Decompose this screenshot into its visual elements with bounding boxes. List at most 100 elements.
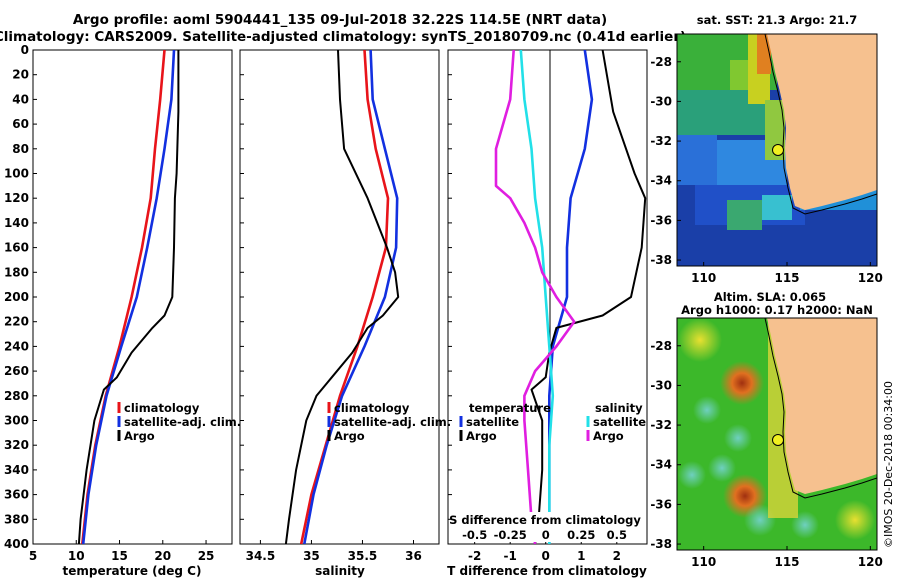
map2-frame [676, 317, 878, 551]
legend-temperature-title: temperature [469, 401, 551, 415]
depth-tick-label: 100 [4, 167, 29, 181]
s-tick-label: -0.25 [494, 528, 527, 542]
argo-location-marker [772, 144, 784, 156]
map1-axes: 110 115 120 -28 -30 -32 -34 -36 -38 [650, 55, 883, 285]
x-tick-label: 36 [405, 549, 422, 563]
difference-legend: temperature satellite Argo salinity sate… [459, 401, 646, 443]
x-tick-label: 5 [29, 549, 37, 563]
x-tick-label: 20 [154, 549, 171, 563]
tdiff-xlabel: T difference from climatology [447, 564, 647, 578]
depth-tick-label: 360 [4, 488, 29, 502]
series-satellite-adj-clim- [81, 50, 176, 544]
map-x-tick-label: 115 [774, 555, 799, 569]
map-y-tick-label: -38 [650, 537, 672, 551]
sst-map [677, 34, 877, 266]
map-y-tick-label: -34 [650, 458, 672, 472]
map-y-tick-label: -36 [650, 497, 672, 511]
s-tick-label: -0.5 [462, 528, 487, 542]
title-line2: Climatology: CARS2009. Satellite-adjuste… [0, 29, 686, 45]
sst-cool-west [677, 135, 717, 185]
x-tick-label: -1 [504, 549, 517, 563]
map-x-tick-label: 120 [858, 555, 883, 569]
legend-argo: Argo [334, 429, 365, 443]
depth-tick-label: 220 [4, 315, 29, 329]
depth-tick-label: 380 [4, 512, 29, 526]
temperature-xlabel: temperature (deg C) [63, 564, 202, 578]
sla-eddy-negative2 [724, 424, 752, 452]
legend-t-argo: Argo [466, 429, 497, 443]
depth-tick-label: 120 [4, 191, 29, 205]
x-tick-label: 10 [68, 549, 85, 563]
temperature-lines [77, 50, 180, 544]
depth-tick-label: 80 [12, 142, 29, 156]
x-tick-label: 15 [111, 549, 128, 563]
map-y-tick-label: -38 [650, 253, 672, 267]
x-tick-label: -2 [468, 549, 481, 563]
map-x-tick-label: 115 [774, 271, 799, 285]
x-tick-label: 35.5 [348, 549, 378, 563]
depth-tick-label: 400 [4, 537, 29, 551]
sla-eddy-negative1 [693, 396, 721, 424]
legend-t-satellite: satellite [466, 415, 519, 429]
difference-panel [447, 49, 648, 545]
s-tick-label: 0.25 [567, 528, 595, 542]
sla-eddy-negative4 [708, 454, 736, 482]
depth-tick-label: 20 [12, 68, 29, 82]
coastline-contour [764, 34, 877, 215]
legend-climatology: climatology [124, 401, 200, 415]
top-axis-backdrop [456, 512, 636, 542]
salinity-lines [284, 50, 400, 544]
coastline-contour [764, 318, 877, 499]
sla-eddy-positive [720, 361, 764, 405]
map-y-tick-label: -32 [650, 134, 672, 148]
map1-frame [676, 33, 878, 267]
sla-high1 [678, 318, 722, 362]
difference-lines [494, 50, 647, 544]
legend-satellite: satellite-adj. clim. [124, 415, 241, 429]
depth-tick-label: 140 [4, 216, 29, 230]
s-tick-label: 0.5 [607, 528, 627, 542]
temperature-legend: climatology satellite-adj. clim. Argo [117, 401, 241, 443]
depth-tick-label: 160 [4, 241, 29, 255]
map-y-tick-label: -28 [650, 339, 672, 353]
map2-axes: 110 115 120 -28 -30 -32 -34 -36 -38 [650, 339, 883, 569]
map-y-tick-label: -30 [650, 378, 672, 392]
series-argo [284, 50, 400, 544]
series-t-argo [530, 50, 647, 544]
depth-tick-label: 340 [4, 463, 29, 477]
sst-eddy [727, 200, 762, 230]
series-s-satellite [519, 50, 555, 544]
salinity-panel [239, 49, 440, 545]
map-y-tick-label: -34 [650, 174, 672, 188]
sdiff-xlabel: S difference from climatology [449, 513, 641, 527]
series-climatology [299, 50, 390, 544]
map2-subtitle: Argo h1000: 0.17 h2000: NaN [681, 303, 873, 317]
series-argo [77, 50, 180, 544]
legend-satellite: satellite-adj. clim. [334, 415, 451, 429]
map1-title: sat. SST: 21.3 Argo: 21.7 [697, 13, 857, 27]
sla-eddy-negative3 [678, 461, 706, 489]
imos-watermark: ©IMOS 20-Dec-2018 00:34:00 [882, 381, 895, 548]
x-tick-label: 0 [542, 549, 550, 563]
depth-tick-label: 200 [4, 290, 29, 304]
depth-tick-label: 260 [4, 364, 29, 378]
map-x-tick-label: 110 [691, 271, 716, 285]
series-s-argo [494, 50, 576, 544]
s-tick-label: 0 [542, 528, 550, 542]
x-tick-label: 2 [613, 549, 621, 563]
depth-tick-label: 180 [4, 265, 29, 279]
depth-tick-label: 320 [4, 438, 29, 452]
depth-tick-label: 280 [4, 389, 29, 403]
title-line1: Argo profile: aoml 5904441_135 09-Jul-20… [73, 12, 607, 28]
depth-tick-label: 300 [4, 414, 29, 428]
legend-salinity-title: salinity [595, 401, 643, 415]
series-satellite-adj-clim- [303, 50, 399, 544]
depth-tick-label: 0 [21, 43, 29, 57]
legend-s-argo: Argo [593, 429, 624, 443]
depth-tick-label: 60 [12, 117, 29, 131]
sst-eddy2 [762, 195, 792, 220]
x-tick-label: 1 [577, 549, 585, 563]
legend-s-satellite: satellite [593, 415, 646, 429]
depth-axis: 0 20 40 60 80 100 120 140 160 180 200 220 240 260 280 3… [4, 43, 452, 551]
